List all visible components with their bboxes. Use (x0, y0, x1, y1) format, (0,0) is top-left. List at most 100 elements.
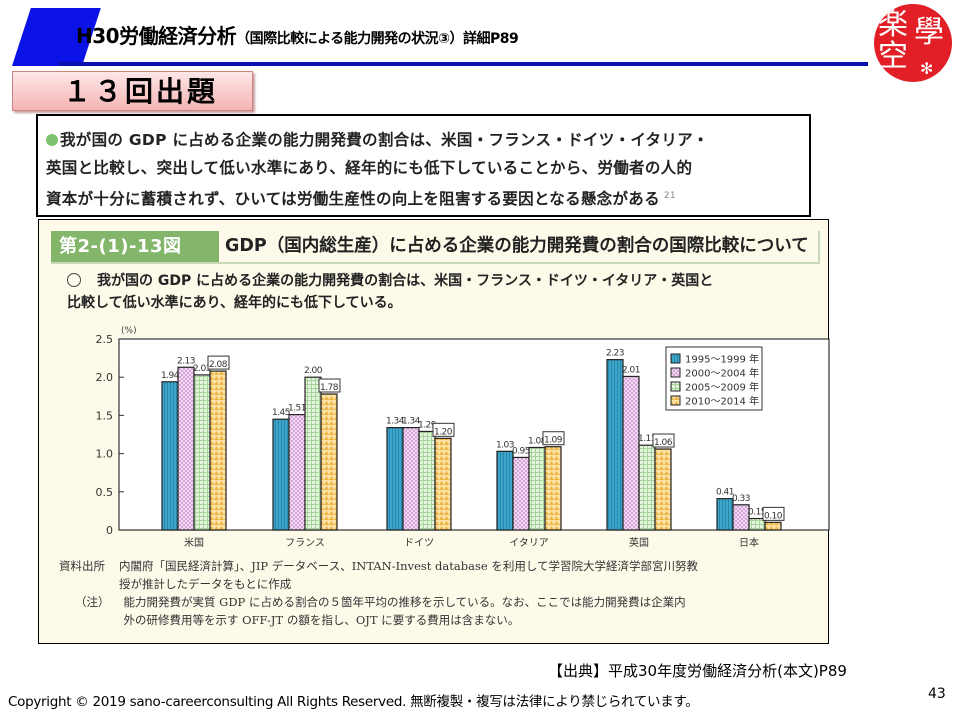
value-label-box (318, 378, 341, 393)
bar (320, 393, 338, 531)
bar (288, 414, 306, 531)
summary-line: 資本が十分に蓄積されず、ひいては労働生産性の向上を阻害する要因となる懸念がある 2… (46, 182, 799, 213)
y-tick-label: 2.0 (96, 371, 114, 384)
bar (418, 430, 436, 531)
bar (528, 446, 546, 531)
value-label-box (762, 506, 785, 521)
header-divider (58, 62, 868, 66)
figure-panel: 第2-(1)-13図 GDP（国内総生産）に占める企業の能力開発費の割合の国際比… (38, 219, 830, 644)
value-label: 2.08 (209, 360, 228, 370)
figure-number: 第2-(1)-13図 (51, 231, 219, 262)
value-label: 0.15 (748, 508, 766, 518)
bullet-icon (46, 134, 58, 146)
bar (161, 381, 179, 531)
bar (764, 521, 782, 531)
value-label: 1.03 (496, 440, 514, 450)
value-label: 1.51 (288, 404, 306, 414)
logo-char: 楽 (878, 7, 908, 42)
note-text: 能力開発費が実質 GDP に占める割合の５箇年平均の推移を示している。なお、ここ… (124, 593, 686, 629)
figure-lead-text: 我が国の GDP に占める企業の能力開発費の割合は、米国・フランス・ドイツ・イタ… (97, 273, 714, 289)
figure-lead: 我が国の GDP に占める企業の能力開発費の割合は、米国・フランス・ドイツ・イタ… (67, 270, 807, 314)
bar (272, 418, 290, 531)
bar (638, 444, 656, 531)
source-label: 資料出所 (59, 559, 105, 573)
slide-title: H30労働経済分析（国際比較による能力開発の状況③）詳細P89 (76, 20, 519, 49)
value-label: 1.08 (528, 436, 547, 446)
y-tick-label: 1.0 (96, 448, 114, 461)
value-label: 1.09 (544, 436, 563, 446)
x-tick-label: 日本 (739, 536, 759, 549)
axes: (%) 0 0.5 1.0 1.5 2.0 2.5 米国 フランス ドイツ イタリア 英国 日本 (96, 326, 760, 549)
figure-notes: 資料出所 内閣府「国民経済計算」、JIP データベース、INTAN-Invest… (59, 557, 819, 629)
source-line: 内閣府「国民経済計算」、JIP データベース、INTAN-Invest data… (119, 559, 698, 573)
bar (177, 366, 195, 531)
value-label: 0.41 (716, 488, 734, 498)
legend-label: 1995～1999 年 (685, 353, 759, 366)
y-tick-label: 1.5 (96, 409, 114, 422)
legend-swatch (670, 367, 681, 378)
value-label: 0.10 (764, 511, 783, 521)
logo-char: 學 (914, 15, 944, 50)
legend-swatch (670, 381, 681, 392)
bar-chart: (%) 0 0.5 1.0 1.5 2.0 2.5 米国 フランス ドイツ イタリア 英国 日本 1.9… (96, 326, 830, 549)
x-tick-label: 米国 (184, 536, 204, 549)
caution-note: （注） 能力開発費が実質 GDP に占める割合の５箇年平均の推移を示している。な… (59, 593, 819, 629)
source-citation: 【出典】平成30年度労働経済分析(本文)P89 (548, 662, 847, 680)
copyright: Copyright © 2019 sano-careerconsulting A… (8, 694, 699, 710)
x-tick-label: 英国 (629, 536, 649, 549)
value-label: 1.34 (386, 417, 405, 427)
bar (193, 374, 211, 531)
exam-badge: １３回出題 (12, 71, 253, 111)
value-label: 0.33 (732, 494, 750, 504)
y-tick-label: 0.5 (96, 486, 114, 499)
x-tick-label: フランス (285, 537, 325, 549)
value-label-box (432, 422, 455, 437)
legend-label: 2005～2009 年 (685, 381, 759, 394)
bar (622, 375, 640, 531)
value-label: 1.11 (638, 434, 656, 444)
value-labels: 1.94 2.132.032.08 1.451.51 2.00 1.78 1.341.34… (161, 349, 785, 521)
source-note: 資料出所 内閣府「国民経済計算」、JIP データベース、INTAN-Invest… (59, 557, 819, 593)
y-axis-unit: (%) (121, 326, 137, 336)
value-label: 2.01 (622, 365, 640, 375)
note-line: 能力開発費が実質 GDP に占める割合の５箇年平均の推移を示している。なお、ここ… (123, 595, 686, 609)
figure-lead-line: 比較して低い水準にあり、経年的にも低下している。 (67, 295, 402, 311)
value-label: 2.23 (606, 349, 624, 359)
value-label: 1.94 (161, 371, 180, 381)
bar (304, 376, 322, 531)
bar (434, 437, 452, 531)
legend-label: 2000～2004 年 (685, 367, 759, 380)
logo-char: 空 (878, 39, 908, 74)
source-text: 内閣府「国民経済計算」、JIP データベース、INTAN-Invest data… (119, 557, 698, 593)
bar (606, 359, 624, 531)
figure-title: GDP（国内総生産）に占める企業の能力開発費の割合の国際比較について (225, 236, 809, 256)
bar (716, 498, 734, 531)
legend-swatch (670, 353, 681, 364)
source-line: 授が推計したデータをもとに作成 (119, 577, 292, 591)
summary-line: 我が国の GDP に占める企業の能力開発費の割合は、米国・フランス・ドイツ・イタ… (46, 126, 799, 154)
value-label: 1.34 (402, 417, 421, 427)
value-label-box (207, 355, 230, 370)
legend-swatch (670, 395, 681, 406)
note-line: 外の研修費用等を示す OFF-JT の額を指し、OJT に要する費用は含まない。 (123, 613, 520, 627)
value-label: 1.78 (320, 383, 339, 393)
slide-title-sub: （国際比較による能力開発の状況③）詳細P89 (236, 31, 519, 47)
value-label-box (652, 433, 675, 448)
value-label: 0.95 (512, 446, 530, 456)
figure-lead-line: 我が国の GDP に占める企業の能力開発費の割合は、米国・フランス・ドイツ・イタ… (67, 270, 807, 292)
x-tick-label: ドイツ (404, 538, 434, 549)
figure-title-divider (51, 262, 819, 264)
footnote-ref: 21 (663, 191, 676, 201)
legend-label: 2010～2014 年 (685, 395, 759, 408)
summary-box: 我が国の GDP に占める企業の能力開発費の割合は、米国・フランス・ドイツ・イタ… (36, 114, 811, 217)
slide-title-main: H30労働経済分析 (76, 24, 237, 48)
value-label: 2.13 (177, 356, 195, 366)
figure-title-divider-vertical (818, 231, 820, 264)
bar (732, 504, 750, 531)
bar (386, 427, 404, 531)
value-label: 1.06 (654, 438, 673, 448)
value-label: 2.00 (304, 366, 323, 376)
y-tick-label: 2.5 (96, 333, 114, 346)
summary-line-text: 我が国の GDP に占める企業の能力開発費の割合は、米国・フランス・ドイツ・イタ… (60, 131, 709, 149)
